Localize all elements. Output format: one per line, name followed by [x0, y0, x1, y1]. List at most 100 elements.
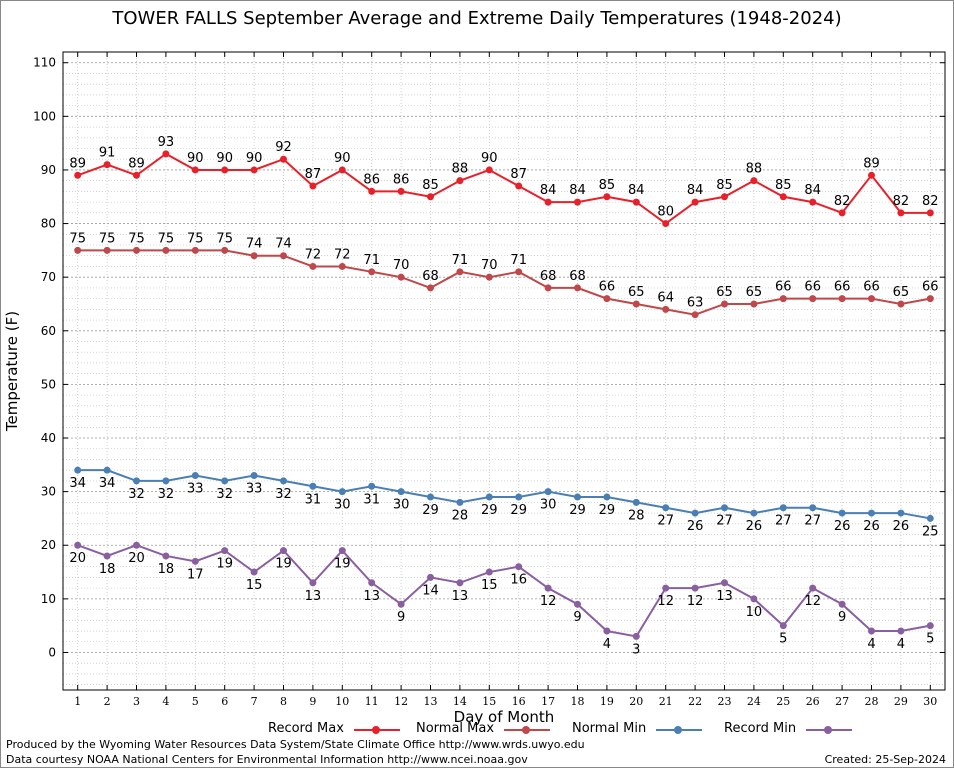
data-label-normal-min: 29 — [569, 503, 586, 518]
data-label-normal-max: 66 — [863, 280, 880, 295]
data-point-normal-min — [74, 466, 82, 474]
legend-label-record-max: Record Max — [268, 721, 344, 736]
data-label-record-max: 85 — [422, 178, 439, 193]
data-label-normal-min: 26 — [746, 519, 763, 534]
data-label-normal-max: 66 — [834, 280, 851, 295]
data-point-record-max — [103, 161, 111, 169]
data-label-normal-max: 75 — [158, 231, 175, 246]
data-label-normal-max: 70 — [393, 258, 410, 273]
data-point-record-min — [456, 579, 464, 587]
data-point-record-min — [779, 622, 787, 630]
data-point-normal-max — [632, 300, 640, 308]
data-point-normal-max — [838, 295, 846, 303]
data-label-record-min: 16 — [510, 573, 527, 588]
data-label-normal-min: 32 — [158, 487, 175, 502]
data-point-normal-max — [309, 262, 317, 270]
data-point-normal-max — [250, 252, 258, 260]
data-label-record-min: 15 — [246, 578, 263, 593]
chart-title: TOWER FALLS September Average and Extrem… — [112, 8, 842, 29]
data-label-normal-max: 75 — [128, 231, 145, 246]
data-point-normal-max — [280, 252, 287, 260]
data-label-record-max: 82 — [834, 194, 851, 209]
data-point-normal-min — [103, 466, 111, 474]
data-point-record-min — [603, 627, 611, 635]
data-point-normal-max — [574, 284, 581, 292]
data-label-record-max: 89 — [863, 156, 880, 171]
data-label-normal-max: 70 — [481, 258, 498, 273]
data-point-normal-min — [515, 493, 523, 501]
data-point-record-max — [485, 166, 493, 174]
data-point-record-max — [603, 193, 611, 201]
data-point-normal-max — [544, 284, 552, 292]
data-point-record-min — [838, 600, 846, 608]
data-label-normal-max: 74 — [246, 237, 263, 252]
x-tick-label: 6 — [221, 695, 228, 708]
data-point-record-min — [338, 547, 346, 555]
data-point-record-min — [280, 547, 287, 555]
legend-item-record-max: Record Max — [268, 721, 401, 739]
data-label-normal-max: 64 — [657, 290, 674, 305]
data-label-record-max: 82 — [922, 194, 939, 209]
data-point-normal-max — [603, 295, 611, 303]
data-label-record-min: 3 — [632, 642, 640, 657]
data-point-normal-max — [368, 268, 376, 276]
x-tick-label: 10 — [335, 695, 349, 708]
data-label-normal-max: 65 — [893, 285, 910, 300]
series-line-record-max — [77, 152, 931, 225]
data-point-record-max — [544, 198, 552, 206]
data-point-normal-max — [427, 284, 434, 292]
data-point-normal-max — [868, 295, 875, 303]
data-point-normal-max — [191, 246, 199, 254]
data-point-normal-max — [103, 246, 111, 254]
data-label-normal-min: 27 — [716, 514, 733, 529]
data-label-record-min: 4 — [897, 637, 905, 652]
data-label-normal-min: 34 — [99, 476, 116, 491]
series-line-normal-min — [77, 469, 931, 520]
x-tick-label: 16 — [512, 695, 526, 708]
data-label-record-max: 86 — [393, 172, 410, 187]
data-point-normal-max — [662, 305, 670, 313]
data-label-normal-min: 33 — [187, 482, 204, 497]
data-point-record-max — [809, 198, 817, 206]
data-label-normal-max: 71 — [510, 253, 527, 268]
data-point-normal-max — [456, 268, 464, 276]
data-label-record-min: 12 — [804, 594, 821, 609]
x-tick-label: 1 — [74, 695, 81, 708]
data-label-normal-max: 66 — [775, 280, 792, 295]
data-label-record-max: 88 — [746, 162, 763, 177]
data-point-normal-min — [397, 488, 405, 496]
data-point-record-max — [456, 177, 464, 185]
data-point-record-min — [721, 579, 728, 587]
data-point-normal-min — [838, 509, 846, 517]
data-point-record-max — [280, 155, 287, 163]
data-label-normal-min: 27 — [657, 514, 674, 529]
data-point-record-min — [133, 541, 140, 549]
legend-item-record-min: Record Min — [724, 721, 853, 739]
data-point-normal-min — [280, 477, 287, 485]
data-point-record-min — [103, 552, 111, 560]
data-point-normal-min — [309, 482, 317, 490]
data-label-record-max: 85 — [716, 178, 733, 193]
data-label-normal-max: 75 — [69, 231, 86, 246]
x-tick-label: 5 — [192, 695, 199, 708]
legend-swatch-normal-min — [656, 722, 703, 736]
legend-label-normal-max: Normal Max — [416, 721, 495, 736]
data-point-record-max — [574, 198, 581, 206]
data-point-record-max — [250, 166, 258, 174]
data-label-record-min: 18 — [158, 562, 175, 577]
data-point-record-min — [485, 568, 493, 576]
data-point-record-min — [515, 563, 523, 571]
data-point-normal-max — [926, 295, 934, 303]
y-tick-label: 110 — [33, 56, 56, 70]
data-point-normal-min — [897, 509, 905, 517]
y-tick-label: 90 — [41, 163, 56, 177]
data-point-record-max — [515, 182, 523, 190]
data-label-record-max: 85 — [599, 178, 616, 193]
data-point-record-max — [309, 182, 317, 190]
data-label-record-max: 85 — [775, 178, 792, 193]
data-point-normal-min — [721, 504, 728, 512]
x-tick-label: 26 — [806, 695, 820, 708]
x-tick-label: 18 — [571, 695, 585, 708]
legend-swatch-record-max — [354, 722, 401, 736]
data-point-normal-min — [485, 493, 493, 501]
